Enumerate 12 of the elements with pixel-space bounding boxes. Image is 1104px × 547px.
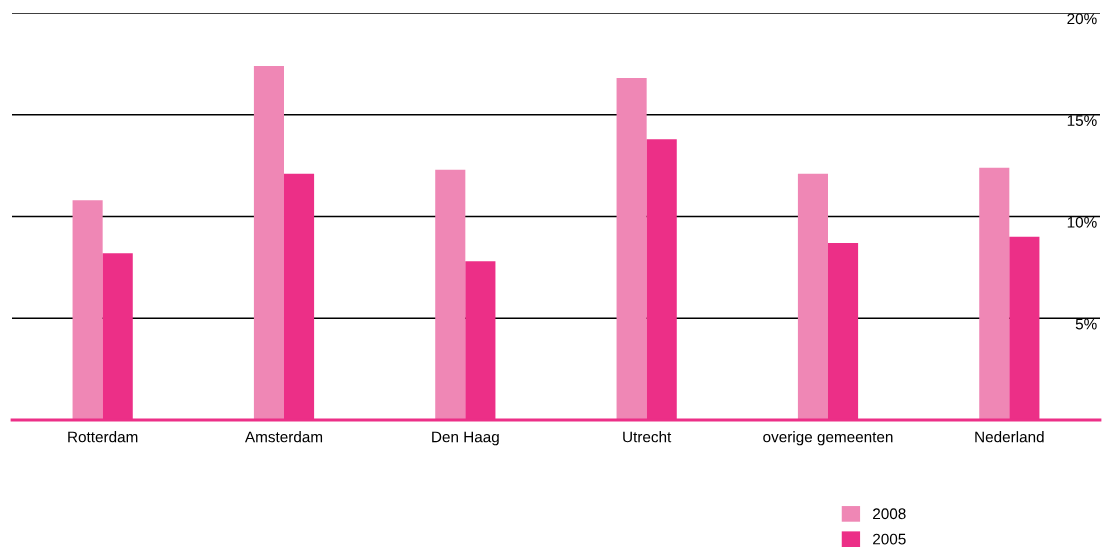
y-tick-label: 5% (1075, 318, 1097, 330)
x-tick-label: Rotterdam (68, 431, 138, 443)
y-tick-label: 20% (1067, 13, 1097, 25)
x-tick-label: Amsterdam (244, 431, 323, 443)
x-tick-label: Den Haag (432, 431, 499, 446)
y-tick-label: 15% (1067, 115, 1097, 126)
x-tick-label: Nederland (975, 431, 1044, 443)
y-tick-label: 10% (1067, 216, 1097, 228)
x-tick-label: Utrecht (623, 431, 672, 443)
legend-label: 2008 (873, 508, 906, 520)
legend-label: 2005 (873, 533, 906, 545)
x-tick-label: overige gemeenten (763, 431, 893, 446)
